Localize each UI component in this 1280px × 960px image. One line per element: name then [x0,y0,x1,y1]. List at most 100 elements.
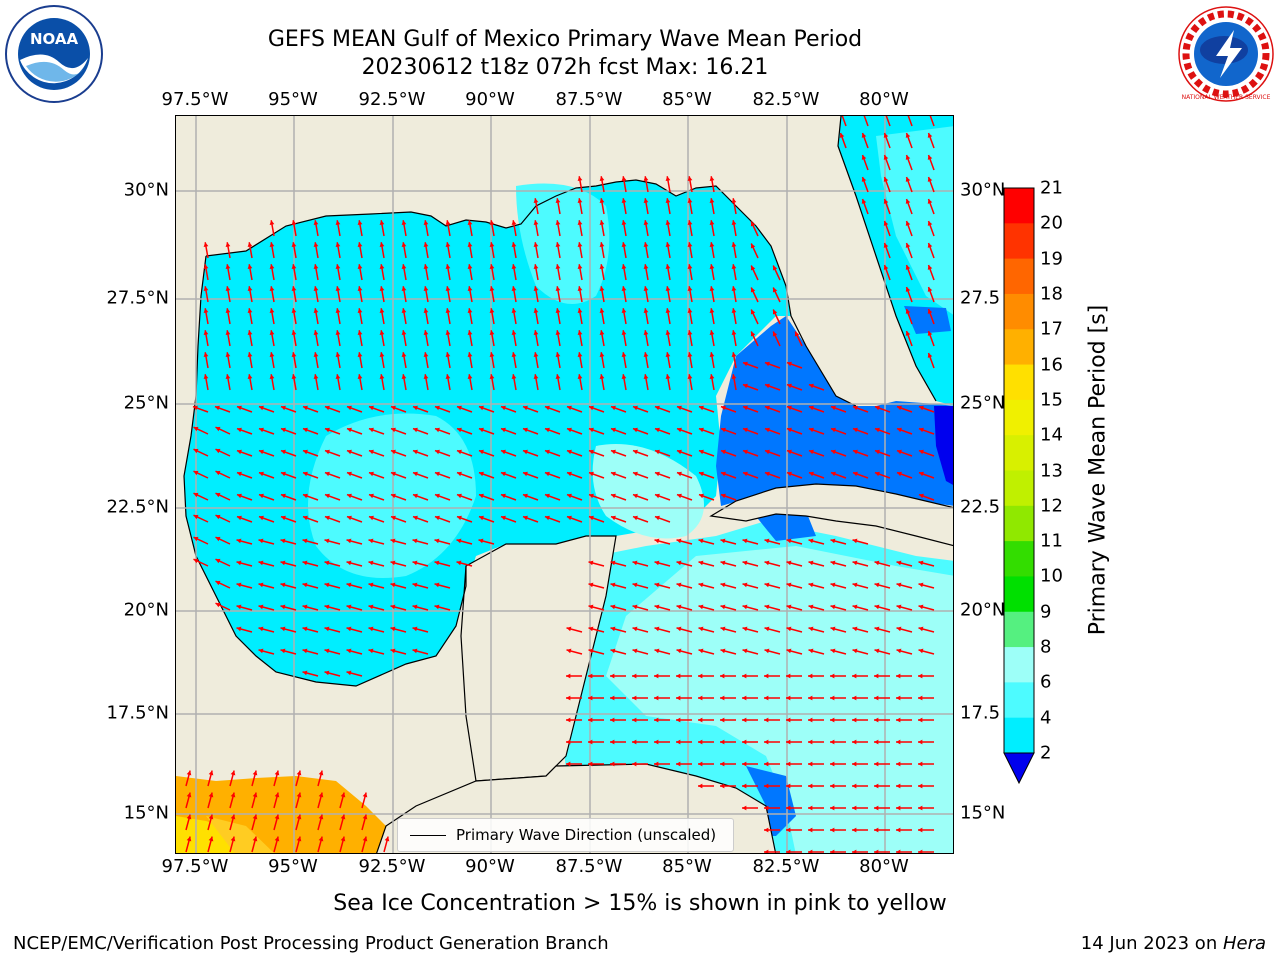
wave-arrow-head [445,220,451,225]
wave-arrow-head [291,374,297,379]
wave-arrow-head [478,493,484,499]
wave-arrow-head [258,493,264,499]
wave-arrow-head [412,604,418,610]
wave-arrow-head [896,648,902,654]
wave-arrow-head [577,308,583,313]
wave-arrow-head [830,717,835,723]
wave-arrow-head [401,352,407,357]
wave-arrow-head [522,493,528,499]
wave-arrow-head [676,695,681,701]
wave-arrow-head [390,405,396,411]
wave-arrow-head [896,783,901,789]
wave-arrow-head [577,264,583,269]
wave-arrow-head [632,761,637,767]
wave-arrow-head [830,449,836,455]
wave-arrow-head [643,352,649,357]
wave-arrow-head [544,427,550,433]
lon-label-bottom: 90°W [465,856,515,877]
wave-arrow-head [874,471,880,477]
wave-arrow-head [764,673,769,679]
wave-arrow-head [193,470,199,476]
wave-arrow-head [511,264,517,269]
wave-arrow-head [621,308,627,313]
wave-arrow-head [808,648,814,654]
nws-logo-text: NATIONAL WEATHER SERVICE [1182,94,1271,101]
wave-arrow-head [610,739,615,745]
wave-arrow-head [896,560,902,566]
colorbar-tick-label: 13 [1040,460,1063,481]
colorbar-segment [1004,329,1034,366]
wave-arrow-head [786,449,792,455]
chart-subtitle: 20230612 t18z 072h fcst Max: 16.21 [361,55,769,80]
wave-arrow-head [654,538,660,544]
wave-arrow-head [215,492,221,498]
wave-arrow-head [203,308,209,313]
lon-label-top: 90°W [465,89,515,110]
wave-arrow-head [830,405,836,411]
wave-arrow-head [544,449,550,455]
wave-arrow-head [687,220,693,225]
wave-arrow-head [665,286,671,291]
wave-arrow-head [368,626,374,632]
wave-arrow-head [258,427,264,433]
wave-arrow-head [742,717,747,723]
lon-label-bottom: 85°W [662,856,712,877]
wave-arrow-head [830,471,836,477]
wave-arrow-head [280,515,286,521]
wave-arrow-head [610,648,616,654]
wave-arrow-head [687,286,693,291]
wave-arrow-head [368,582,374,588]
wave-arrow-head [412,427,418,433]
wave-arrow-head [786,673,791,679]
wave-arrow-head [874,673,879,679]
wave-arrow-head [896,739,901,745]
water-gulf-light [592,444,704,539]
wave-arrow-head [324,515,330,521]
wave-arrow-head [698,538,704,544]
wave-arrow-head [610,449,616,455]
wave-arrow-head [423,308,429,313]
wave-arrow-head [368,648,374,654]
wave-arrow-head [720,449,726,455]
wave-arrow-head [709,242,715,247]
wave-arrow-head [225,374,231,379]
wave-arrow-head [566,471,572,477]
wave-arrow-head [379,352,385,357]
wave-arrow-head [874,717,879,723]
wave-arrow-head [324,604,330,610]
chart-title: GEFS MEAN Gulf of Mexico Primary Wave Me… [267,27,863,52]
wave-arrow-head [522,515,528,521]
colorbar-segment [1004,611,1034,648]
water-deep-blue [754,511,816,541]
wave-arrow-head [643,198,649,203]
wave-arrow-head [742,761,747,767]
wave-arrow-head [742,449,748,455]
wave-arrow-head [258,515,264,521]
wave-arrow-head [874,626,880,632]
wave-arrow-head [302,538,308,544]
wave-arrow-head [302,626,308,632]
wave-arrow-head [247,374,253,379]
wave-arrow-head [764,827,769,833]
colorbar-segment [1004,435,1034,471]
wave-arrow-head [368,427,374,433]
wave-arrow-head [456,471,462,477]
colorbar-tick-label: 15 [1040,389,1063,411]
wave-arrow-head [874,805,879,811]
wave-arrow [907,116,913,127]
wave-arrow-head [786,361,792,367]
wave-arrow-head [230,814,236,820]
wave-arrow-head [676,582,682,588]
lon-label-bottom: 92.5°W [358,856,426,877]
wave-arrow-head [896,761,901,767]
wave-arrow-head [896,849,901,853]
wave-arrow-head [423,286,429,291]
wave-arrow-head [588,427,594,433]
wave-arrow-head [720,538,726,544]
wave-arrow-head [687,330,693,335]
wave-arrow-head [764,783,769,789]
wave-arrow-head [291,220,297,225]
wave-arrow-head [362,792,368,798]
colorbar-tick-label: 21 [1040,177,1063,199]
wave-arrow-head [861,176,867,182]
